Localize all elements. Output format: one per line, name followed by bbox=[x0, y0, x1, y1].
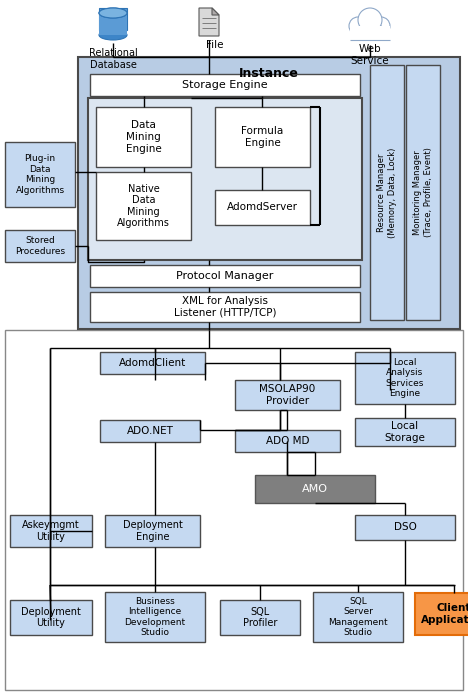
FancyBboxPatch shape bbox=[88, 98, 362, 260]
Text: Monitoring Manager
(Trace, Profile, Event): Monitoring Manager (Trace, Profile, Even… bbox=[413, 148, 433, 237]
Text: MSOLAP90
Provider: MSOLAP90 Provider bbox=[259, 384, 315, 406]
FancyBboxPatch shape bbox=[255, 475, 375, 503]
FancyBboxPatch shape bbox=[350, 26, 390, 40]
FancyBboxPatch shape bbox=[5, 330, 463, 690]
FancyBboxPatch shape bbox=[5, 142, 75, 207]
FancyBboxPatch shape bbox=[215, 107, 310, 167]
Text: Stored
Procedures: Stored Procedures bbox=[15, 237, 65, 255]
FancyBboxPatch shape bbox=[100, 420, 200, 442]
FancyBboxPatch shape bbox=[90, 74, 360, 96]
Text: Native
Data
Mining
Algorithms: Native Data Mining Algorithms bbox=[117, 184, 170, 228]
Text: AMO: AMO bbox=[302, 484, 328, 494]
Text: Protocol Manager: Protocol Manager bbox=[176, 271, 274, 281]
FancyBboxPatch shape bbox=[235, 380, 340, 410]
Ellipse shape bbox=[99, 30, 127, 40]
Text: AdomdClient: AdomdClient bbox=[119, 358, 186, 368]
Text: File: File bbox=[206, 40, 224, 50]
Ellipse shape bbox=[99, 8, 127, 18]
FancyBboxPatch shape bbox=[90, 292, 360, 322]
Text: Askeymgmt
Utility: Askeymgmt Utility bbox=[22, 520, 80, 541]
FancyBboxPatch shape bbox=[415, 593, 468, 635]
Text: AdomdServer: AdomdServer bbox=[227, 203, 298, 212]
FancyBboxPatch shape bbox=[99, 13, 127, 35]
Polygon shape bbox=[199, 8, 219, 36]
FancyBboxPatch shape bbox=[313, 592, 403, 642]
Text: Storage Engine: Storage Engine bbox=[182, 80, 268, 90]
FancyBboxPatch shape bbox=[96, 172, 191, 240]
Polygon shape bbox=[212, 8, 219, 15]
Text: DSO: DSO bbox=[394, 523, 417, 532]
Ellipse shape bbox=[99, 8, 127, 18]
FancyBboxPatch shape bbox=[10, 515, 92, 547]
FancyBboxPatch shape bbox=[99, 8, 127, 30]
FancyBboxPatch shape bbox=[355, 418, 455, 446]
Text: XML for Analysis
Listener (HTTP/TCP): XML for Analysis Listener (HTTP/TCP) bbox=[174, 296, 276, 318]
FancyBboxPatch shape bbox=[100, 352, 205, 374]
Text: Resource Manager
(Memory, Data, Lock): Resource Manager (Memory, Data, Lock) bbox=[377, 148, 397, 238]
Text: Business
Intelligence
Development
Studio: Business Intelligence Development Studio bbox=[124, 597, 186, 637]
FancyBboxPatch shape bbox=[5, 230, 75, 262]
FancyBboxPatch shape bbox=[90, 265, 360, 287]
FancyBboxPatch shape bbox=[215, 190, 310, 225]
Circle shape bbox=[349, 17, 367, 35]
FancyBboxPatch shape bbox=[355, 515, 455, 540]
Text: Instance: Instance bbox=[239, 67, 299, 80]
Text: SQL
Server
Management
Studio: SQL Server Management Studio bbox=[328, 597, 388, 637]
Circle shape bbox=[358, 8, 382, 32]
Text: Local
Storage: Local Storage bbox=[385, 421, 425, 443]
Text: ADO MD: ADO MD bbox=[266, 436, 309, 446]
FancyBboxPatch shape bbox=[10, 600, 92, 635]
FancyBboxPatch shape bbox=[406, 65, 440, 320]
FancyBboxPatch shape bbox=[370, 65, 404, 320]
Text: ADO.NET: ADO.NET bbox=[126, 426, 174, 436]
Text: Data
Mining
Engine: Data Mining Engine bbox=[125, 120, 161, 154]
FancyBboxPatch shape bbox=[96, 107, 191, 167]
Circle shape bbox=[372, 17, 390, 35]
Text: Client
Application: Client Application bbox=[421, 603, 468, 625]
Text: Local
Analysis
Services
Engine: Local Analysis Services Engine bbox=[386, 358, 424, 398]
Text: Plug-in
Data
Mining
Algorithms: Plug-in Data Mining Algorithms bbox=[15, 155, 65, 195]
FancyBboxPatch shape bbox=[235, 430, 340, 452]
FancyBboxPatch shape bbox=[105, 592, 205, 642]
Text: Formula
Engine: Formula Engine bbox=[241, 126, 284, 148]
Text: SQL
Profiler: SQL Profiler bbox=[243, 607, 277, 628]
Text: Web
Service: Web Service bbox=[351, 44, 389, 65]
Circle shape bbox=[367, 23, 383, 39]
Text: Relational
Database: Relational Database bbox=[88, 48, 138, 70]
FancyBboxPatch shape bbox=[355, 352, 455, 404]
FancyBboxPatch shape bbox=[220, 600, 300, 635]
FancyBboxPatch shape bbox=[105, 515, 200, 547]
Text: Deployment
Utility: Deployment Utility bbox=[21, 607, 81, 628]
Circle shape bbox=[358, 23, 374, 39]
Text: Deployment
Engine: Deployment Engine bbox=[123, 520, 183, 541]
FancyBboxPatch shape bbox=[78, 57, 460, 329]
